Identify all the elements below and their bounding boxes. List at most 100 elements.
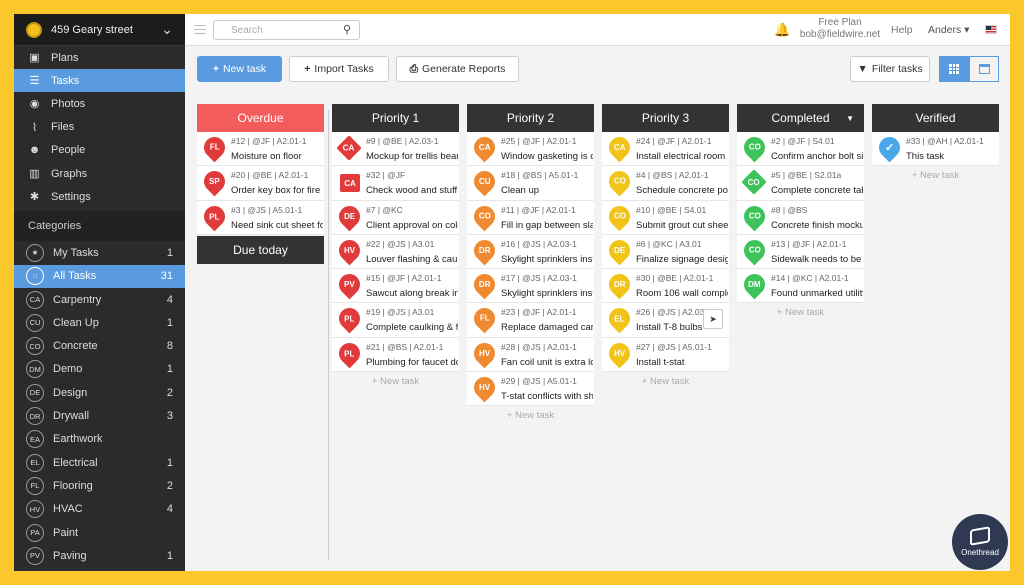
category-item-demo[interactable]: DM Demo 1 — [14, 358, 185, 381]
task-card[interactable]: DM #14 | @KC | A2.01-1 Found unmarked util… — [737, 269, 864, 304]
task-card[interactable]: PL #21 | @BS | A2.01-1 Plumbing for faucet… — [332, 337, 459, 373]
category-pin-icon: HV — [469, 372, 500, 403]
category-item-my-tasks[interactable]: ★ My Tasks 1 — [14, 241, 185, 264]
category-count: 1 — [166, 456, 173, 469]
task-card[interactable]: FL #12 | @JF | A2.01-1 Moisture on floor — [197, 132, 324, 167]
sidebar-item-photos[interactable]: ◉ Photos — [14, 92, 185, 115]
user-menu[interactable]: Anders ▾ — [928, 24, 970, 36]
task-card[interactable]: CO #2 | @JF | S4.01 Confirm anchor bolt si… — [737, 132, 864, 167]
import-tasks-button[interactable]: + Import Tasks — [289, 56, 389, 82]
task-card[interactable]: CO #8 | @BS Concrete finish mockup — [737, 200, 864, 235]
locate-arrow-icon[interactable]: ➤ — [703, 309, 723, 330]
sidebar-item-people[interactable]: ☻ People — [14, 139, 185, 162]
category-item-hvac[interactable]: HV HVAC 4 — [14, 498, 185, 521]
category-item-earthwork[interactable]: EA Earthwork — [14, 428, 185, 451]
task-card[interactable]: DE #6 | @KC | A3.01 Finalize signage desig… — [602, 234, 729, 270]
task-meta: #3 | @JS | A5.01-1 — [231, 204, 303, 215]
task-card[interactable]: ✓ #33 | @AH | A2.01-1 This task — [872, 132, 999, 167]
category-pin-icon: HV — [469, 338, 500, 369]
category-pin-icon: DR — [469, 235, 500, 266]
task-column-priority-2: Priority 2 CA #25 | @JF | A2.01-1 Window ga… — [467, 104, 594, 424]
filter-tasks-button[interactable]: ▼ Filter tasks — [850, 56, 930, 82]
sidebar-item-files[interactable]: ⌇ Files — [14, 116, 185, 139]
pin-label: CA — [613, 143, 626, 152]
sidebar-item-plans[interactable]: ▣ Plans — [14, 46, 185, 69]
category-item-electrical[interactable]: EL Electrical 1 — [14, 451, 185, 474]
new-task-link[interactable]: + New task — [776, 306, 825, 318]
task-card[interactable]: PL #3 | @JS | A5.01-1 Need sink cut sheet … — [197, 200, 324, 235]
account-info[interactable]: Free Plan bob@fieldwire.net — [797, 17, 883, 41]
category-item-paving[interactable]: PV Paving 1 — [14, 544, 185, 567]
task-title: Concrete finish mockup — [771, 219, 863, 231]
task-card[interactable]: DR #16 | @JS | A2.03-1 Skylight sprinklers… — [467, 234, 594, 270]
task-card[interactable]: DR #30 | @BE | A2.01-1 Room 106 wall compl… — [602, 269, 729, 304]
category-badge-icon: DE — [26, 383, 44, 402]
category-item-carpentry[interactable]: CA Carpentry 4 — [14, 288, 185, 311]
category-pin-icon: DR — [469, 269, 500, 300]
task-card[interactable]: CO #10 | @BE | S4.01 Submit grout cut shee… — [602, 200, 729, 235]
category-pin-icon: CA — [604, 132, 635, 163]
category-item-design[interactable]: DE Design 2 — [14, 381, 185, 404]
task-card[interactable]: HV #22 | @JS | A3.01 Louver flashing & cau… — [332, 234, 459, 270]
new-task-link[interactable]: + New task — [911, 169, 960, 181]
task-card[interactable]: PL #19 | @JS | A3.01 Complete caulking & f… — [332, 303, 459, 338]
chevron-down-icon[interactable]: ⌄ — [161, 21, 173, 37]
category-count: 3 — [166, 410, 173, 423]
category-item-drywall[interactable]: DR Drywall 3 — [14, 404, 185, 427]
calendar-view-button[interactable] — [969, 56, 999, 82]
task-card[interactable]: HV #27 | @JS | A5.01-1 Install t-stat — [602, 337, 729, 373]
task-card[interactable]: FL #23 | @JF | A2.01-1 Replace damaged car… — [467, 303, 594, 338]
task-card[interactable]: CA #32 | @JF Check wood and stuff. — [332, 166, 459, 201]
category-item-paint[interactable]: PA Paint — [14, 521, 185, 544]
task-card[interactable]: PV #15 | @JF | A2.01-1 Sawcut along break … — [332, 269, 459, 304]
task-card[interactable]: CA #9 | @BE | A2.03-1 Mockup for trellis b… — [332, 132, 459, 167]
task-card[interactable]: CA #25 | @JF | A2.01-1 Window gasketing is… — [467, 132, 594, 167]
help-link[interactable]: Help — [891, 24, 913, 36]
category-pin-icon: DR — [604, 269, 635, 300]
task-title: Found unmarked utility — [771, 288, 863, 300]
task-title: Sidewalk needs to be s — [771, 253, 863, 265]
us-flag-icon[interactable] — [985, 25, 997, 34]
sidebar-item-settings[interactable]: ✱ Settings — [14, 185, 185, 208]
category-pin-icon: FL — [199, 132, 230, 163]
task-card[interactable]: DR #17 | @JS | A2.03-1 Skylight sprinklers… — [467, 269, 594, 304]
new-task-link[interactable]: + New task — [506, 409, 555, 421]
category-list: ★ My Tasks 1 ⁙ All Tasks 31 CA Carpentry 4 CU Clea… — [14, 241, 185, 567]
sidebar-item-graphs[interactable]: ▥ Graphs — [14, 162, 185, 185]
category-item-concrete[interactable]: CO Concrete 8 — [14, 335, 185, 358]
project-selector[interactable]: 459 Geary street ⌄ — [14, 14, 185, 46]
task-card[interactable]: CO #4 | @BS | A2.01-1 Schedule concrete po… — [602, 166, 729, 201]
task-meta: #13 | @JF | A2.01-1 — [771, 238, 847, 249]
new-task-link[interactable]: + New task — [641, 375, 690, 387]
task-card[interactable]: HV #29 | @JS | A5.01-1 T-stat conflicts wi… — [467, 372, 594, 407]
grid-view-button[interactable] — [939, 56, 969, 82]
task-card[interactable]: CA #24 | @JF | A2.01-1 Install electrical … — [602, 132, 729, 167]
category-item-all-tasks[interactable]: ⁙ All Tasks 31 — [14, 264, 185, 288]
task-card[interactable]: HV #28 | @JS | A2.01-1 Fan coil unit is ex… — [467, 337, 594, 373]
column-header: Priority 2 — [467, 104, 594, 132]
task-card[interactable]: SP #20 | @BE | A2.01-1 Order key box for f… — [197, 166, 324, 201]
search-input[interactable]: Search ⚲ — [213, 20, 360, 40]
menu-icon[interactable] — [194, 25, 206, 34]
new-task-link[interactable]: + New task — [371, 375, 420, 387]
task-card[interactable]: EL #26 | @JS | A2.03-1 Install T-8 bulbs ➤ — [602, 303, 729, 338]
new-task-button[interactable]: + New task — [197, 56, 282, 82]
task-card[interactable]: DE #7 | @KC Client approval on colo — [332, 200, 459, 235]
task-card[interactable]: CO #5 | @BE | S2.01a Complete concrete tak — [737, 166, 864, 201]
task-card[interactable]: CO #11 | @JF | A2.01-1 Fill in gap between… — [467, 200, 594, 235]
caret-down-icon[interactable]: ▼ — [846, 114, 854, 123]
app-window: 459 Geary street ⌄ ▣ Plans ☰ Tasks ◉ Photos ⌇ F… — [14, 14, 1010, 571]
category-item-clean-up[interactable]: CU Clean Up 1 — [14, 311, 185, 334]
calendar-icon — [978, 64, 990, 74]
category-label: Paving — [53, 549, 87, 562]
sidebar-item-tasks[interactable]: ☰ Tasks — [14, 69, 185, 93]
task-card[interactable]: CO #13 | @JF | A2.01-1 Sidewalk needs to b… — [737, 234, 864, 270]
task-title: Install electrical room f — [636, 151, 728, 162]
search-icon[interactable]: ⚲ — [342, 24, 351, 36]
category-item-flooring[interactable]: FL Flooring 2 — [14, 474, 185, 497]
task-meta: #24 | @JF | A2.01-1 — [636, 136, 712, 146]
task-card[interactable]: CU #18 | @BS | A5.01-1 Clean up — [467, 166, 594, 201]
pin-label: PL — [344, 314, 355, 324]
generate-reports-button[interactable]: ⎙ Generate Reports — [396, 56, 519, 82]
bell-icon[interactable]: 🔔 — [774, 22, 791, 37]
